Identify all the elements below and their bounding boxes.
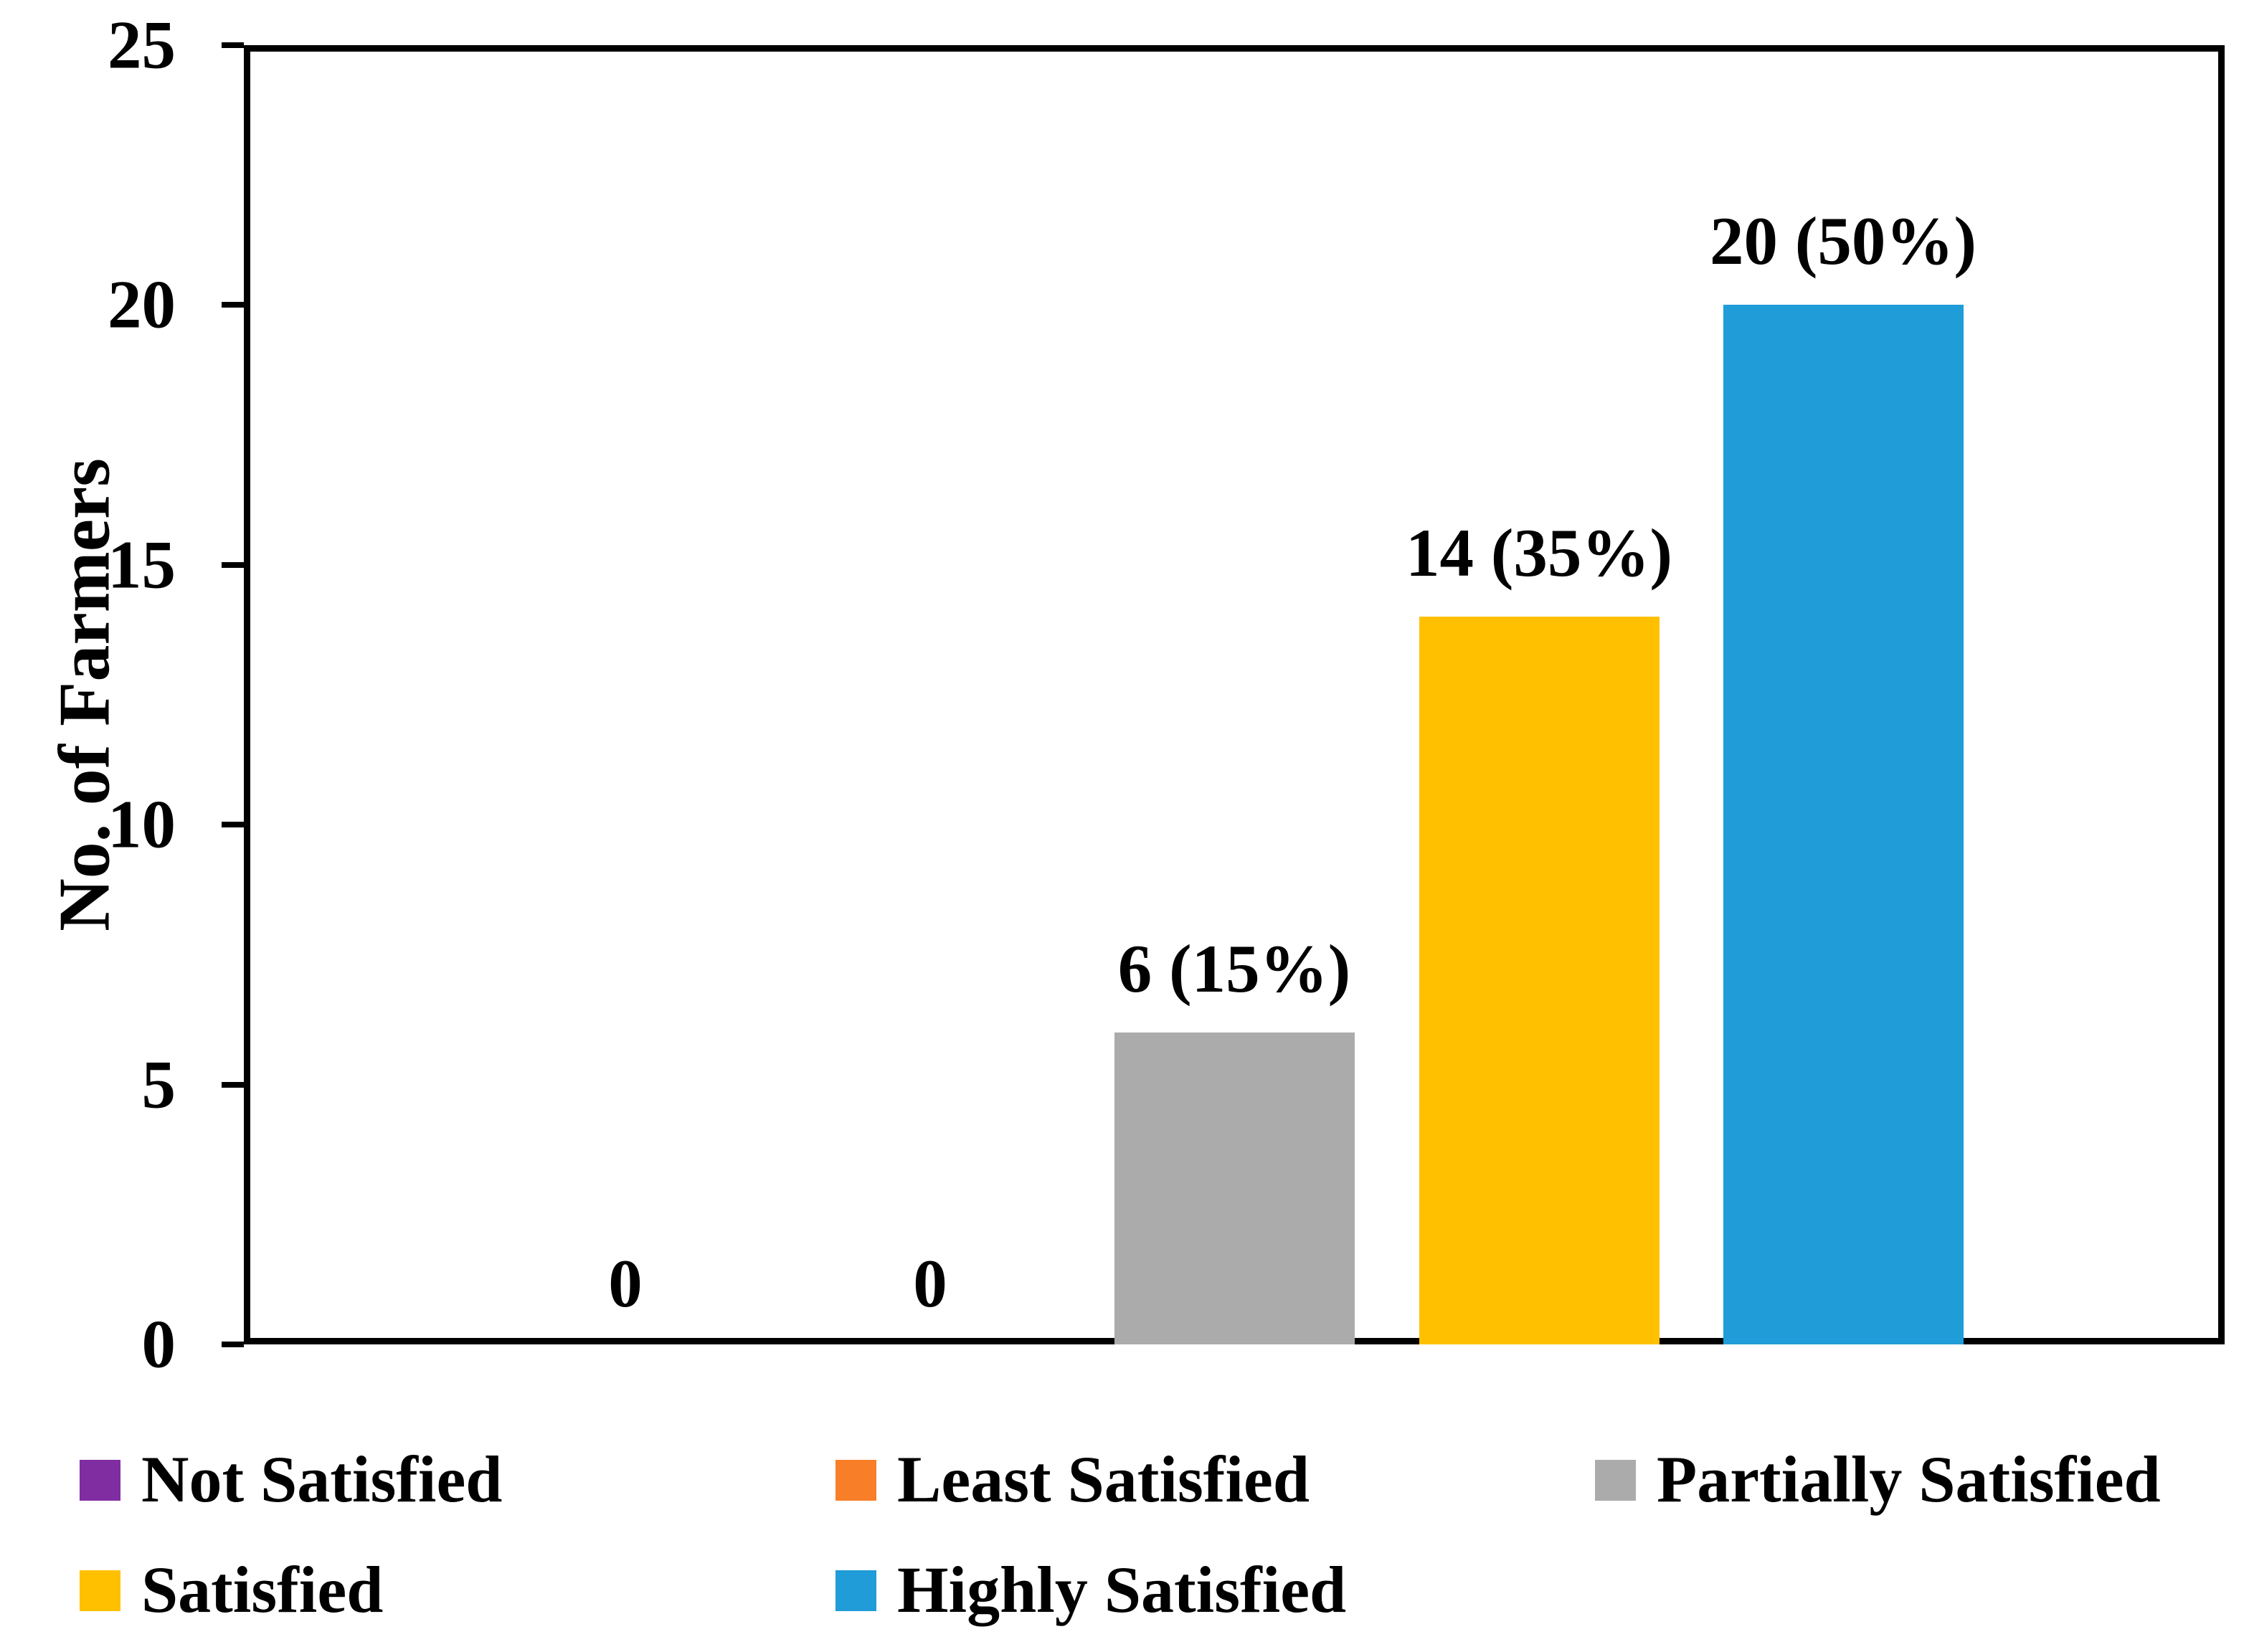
bar-satisfied [1419,617,1660,1344]
data-label: 20 (50%) [1709,203,1977,280]
legend-swatch [80,1570,120,1611]
y-tick-mark [222,561,244,568]
y-tick-label: 0 [141,1306,176,1382]
legend-label: Not Satisfied [141,1443,503,1516]
legend-label: Partially Satisfied [1657,1443,2161,1516]
y-tick-mark [222,42,244,48]
y-tick-mark [222,302,244,308]
bar-partially-satisfied [1114,1032,1355,1344]
legend-swatch [80,1460,120,1501]
y-tick-label: 5 [141,1046,176,1123]
y-tick-label: 15 [108,526,176,603]
legend-label: Highly Satisfied [897,1553,1347,1626]
y-tick-label: 20 [108,266,176,343]
y-tick-mark [222,1342,244,1347]
y-tick-label: 25 [108,6,176,83]
data-label: 14 (35%) [1405,515,1673,592]
legend-swatch [1595,1460,1636,1501]
legend-label: Least Satisfied [897,1443,1310,1516]
legend-swatch [835,1460,876,1501]
bar-highly-satisfied [1723,305,1964,1344]
legend-swatch [835,1570,876,1611]
legend-label: Satisfied [141,1553,384,1626]
data-label: 6 (15%) [1117,931,1351,1007]
y-tick-mark [222,1081,244,1088]
y-tick-mark [222,822,244,828]
data-label: 0 [608,1245,643,1321]
data-label: 0 [913,1245,947,1321]
y-tick-label: 10 [108,786,176,863]
